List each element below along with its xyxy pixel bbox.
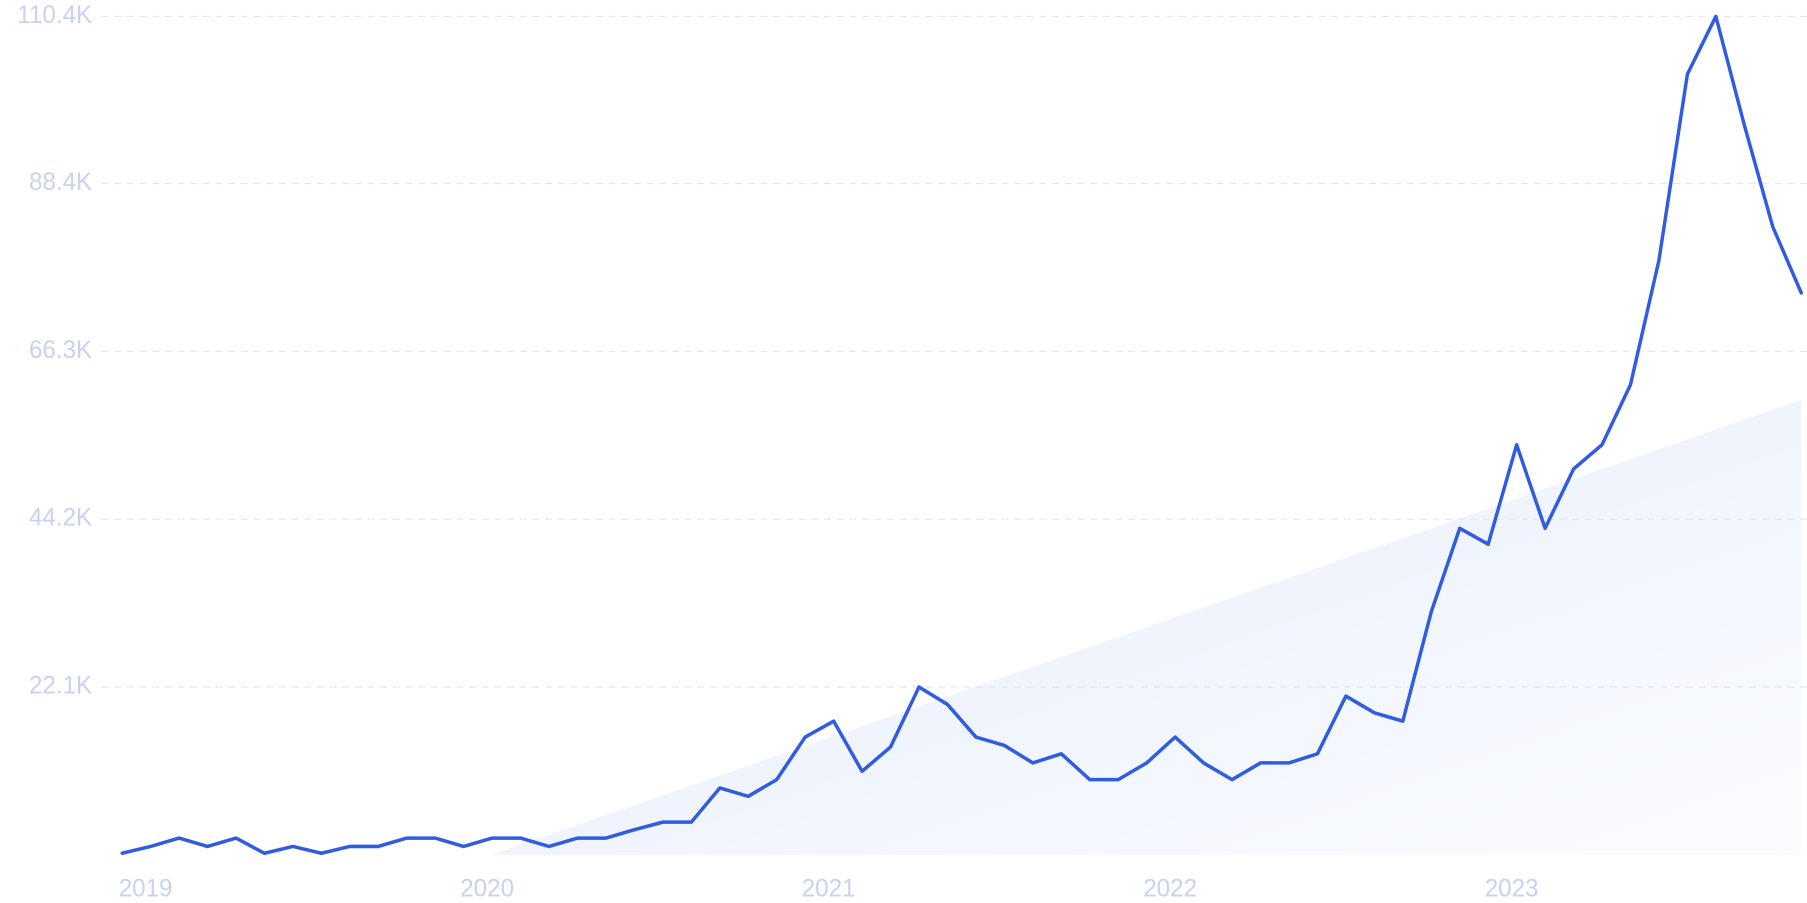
x-tick-label: 2019 [119, 875, 173, 902]
x-tick-label: 2020 [460, 875, 514, 902]
x-tick-label: 2022 [1143, 875, 1197, 902]
y-tick-label: 44.2K [29, 504, 93, 531]
trend-area [492, 399, 1802, 855]
y-tick-label: 22.1K [29, 672, 93, 699]
x-tick-label: 2021 [802, 875, 856, 902]
line [120, 14, 1803, 856]
y-tick-label: 110.4K [17, 2, 93, 29]
x-tick-label: 2023 [1485, 875, 1539, 902]
y-tick-label: 88.4K [29, 169, 93, 196]
y-tick-label: 66.3K [29, 337, 93, 364]
